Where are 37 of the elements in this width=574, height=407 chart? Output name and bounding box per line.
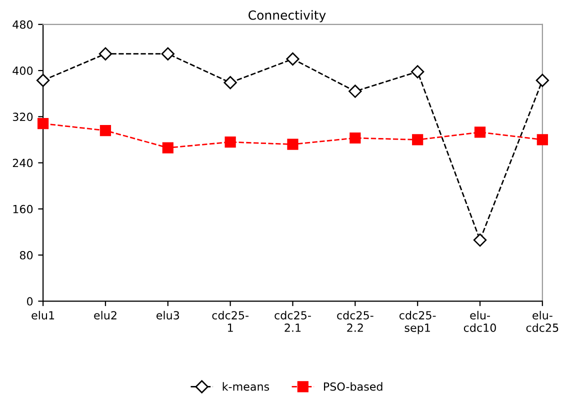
- y-tick-label: 400: [12, 66, 33, 75]
- point: [412, 134, 424, 146]
- point: [98, 47, 112, 60]
- x-tick-label: cdc25-sep1: [399, 310, 436, 334]
- x-tick-label: elu3: [156, 310, 180, 320]
- point: [224, 136, 236, 148]
- point: [36, 74, 50, 87]
- x-tick-label: elu2: [94, 310, 116, 320]
- point: [348, 84, 362, 98]
- x-tick-label: elu-cdc10: [464, 310, 496, 332]
- point: [474, 126, 486, 138]
- y-tick-label: 240: [12, 158, 33, 168]
- point: [286, 52, 300, 66]
- point: [536, 134, 548, 146]
- x-tick-label: elu1: [32, 310, 54, 320]
- point: [162, 142, 174, 154]
- point: [410, 65, 424, 78]
- point: [536, 74, 550, 87]
- point: [161, 47, 174, 60]
- legend-label: k-means: [222, 382, 270, 391]
- y-tick-label: 80: [20, 251, 33, 260]
- y-tick-label: 160: [13, 204, 33, 214]
- x-tick-label: cdc25-2.2: [337, 310, 374, 332]
- chart-title: Connectivity: [248, 10, 326, 22]
- point: [37, 118, 49, 130]
- y-tick-label: 320: [12, 112, 33, 122]
- y-tick-label: 480: [12, 20, 33, 29]
- x-tick-label: elu-cdc25: [526, 310, 558, 332]
- y-tick-label: 0: [26, 297, 33, 306]
- point: [473, 233, 487, 247]
- point: [100, 124, 112, 136]
- x-tick-label: cdc25-2.1: [274, 310, 311, 332]
- point: [350, 132, 361, 144]
- point: [224, 76, 237, 90]
- point: [287, 138, 298, 150]
- legend-label: PSO-based: [324, 382, 382, 391]
- x-tick-label: cdc25-1: [212, 310, 248, 332]
